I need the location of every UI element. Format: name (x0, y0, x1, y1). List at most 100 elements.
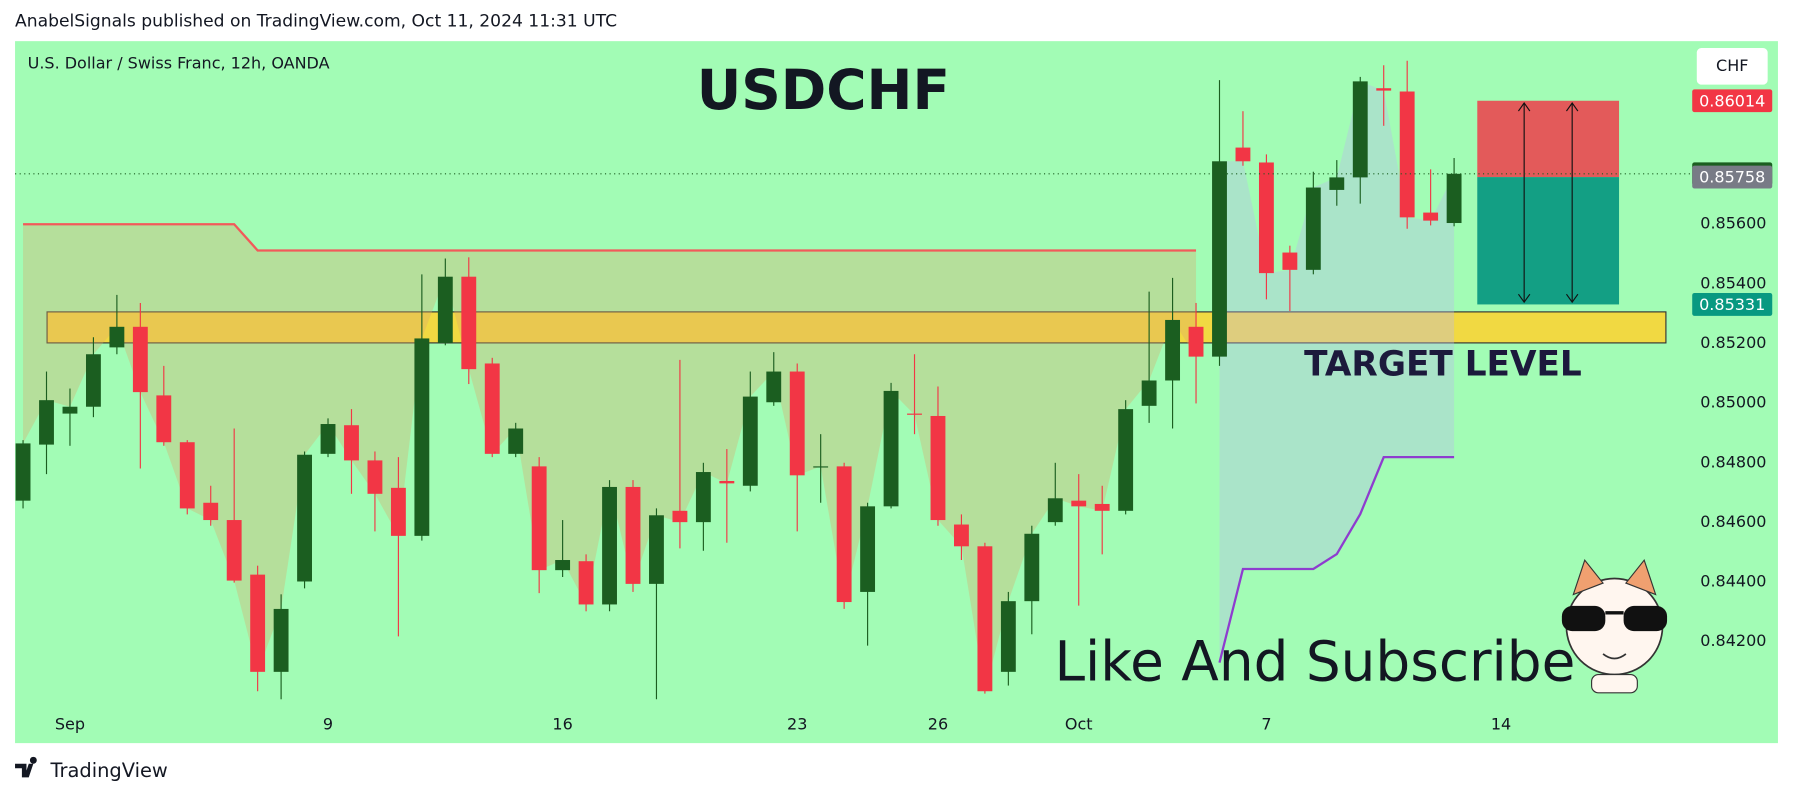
x-tick-label: 23 (787, 714, 807, 733)
resistance-line (23, 223, 1197, 252)
candle-body (954, 524, 969, 547)
candle-body (414, 338, 430, 536)
candle-body (461, 276, 477, 370)
candle-body (1446, 173, 1462, 224)
candle-body (672, 510, 688, 523)
price-label: 0.85331 (1699, 295, 1765, 314)
brand-logo (15, 756, 37, 778)
y-tick-label: 0.84800 (1700, 452, 1766, 471)
plot: Sep 9 16 23 26 Oct 7 14 0.85600 0.85400 0.85200 0.8… (15, 60, 1773, 733)
candle-body (203, 502, 219, 521)
candle-body (907, 413, 922, 415)
support-area (1219, 81, 1455, 663)
candle-body (1305, 187, 1321, 270)
candle-body (1352, 81, 1368, 178)
position-target (1477, 177, 1620, 305)
candle-body (344, 425, 359, 461)
x-tick-label: 26 (928, 714, 948, 733)
candle-body (1282, 252, 1298, 270)
y-tick-label: 0.84600 (1700, 512, 1766, 531)
candle-body (1000, 601, 1016, 672)
y-tick-label: 0.84400 (1700, 572, 1766, 591)
price-label-box (1692, 89, 1773, 113)
arrow-head (1517, 293, 1531, 304)
chart-title: USDCHF (697, 58, 950, 122)
candle-body (789, 371, 805, 476)
candle-body (531, 466, 547, 571)
candle-body (695, 472, 711, 523)
candle-body (602, 486, 617, 605)
candle-body (109, 326, 125, 348)
candle-body (1258, 162, 1274, 274)
candle-body (484, 363, 500, 454)
candle-body (977, 546, 993, 692)
candle-body (649, 515, 664, 584)
header: AnabelSignals published on TradingView.c… (15, 12, 617, 32)
annotation: TARGET LEVEL (1304, 344, 1582, 384)
candle-body (1024, 533, 1040, 602)
candle-body (930, 415, 946, 521)
y-tick-label: 0.85000 (1700, 393, 1766, 412)
candle-body (766, 371, 782, 403)
candle-body (132, 326, 148, 393)
arrow-head (1565, 293, 1579, 304)
x-tick-label: 14 (1491, 714, 1511, 733)
candle-body (250, 574, 266, 672)
price-label-box (1692, 165, 1773, 189)
candle-body (742, 396, 758, 486)
candle-body (1165, 319, 1181, 381)
position-stop (1477, 100, 1620, 178)
candle-body (39, 400, 54, 445)
candle-body (297, 454, 312, 582)
candle-body (226, 520, 242, 581)
candle-body (1118, 409, 1134, 511)
x-tick-label: Oct (1065, 714, 1093, 733)
price-label: 0.86014 (1699, 91, 1765, 110)
candle-body (320, 424, 336, 454)
resistance-area (23, 224, 1197, 692)
x-tick-label: 16 (552, 714, 572, 733)
candle-body (85, 354, 101, 407)
candle-body (625, 486, 641, 584)
candle-body (1376, 88, 1392, 91)
candle-body (367, 460, 383, 494)
cat-sticker (1561, 559, 1668, 694)
x-tick-label: 9 (323, 714, 333, 733)
support-zone (46, 311, 1667, 344)
candle-body (1212, 161, 1227, 357)
subtitle: U.S. Dollar / Swiss Franc, 12h, OANDA (28, 54, 330, 73)
currency-box[interactable] (1696, 48, 1768, 85)
candle-body (719, 480, 735, 484)
price-label-box (1692, 293, 1773, 316)
currency[interactable]: CHF (1716, 56, 1748, 75)
candle-body (1047, 498, 1063, 523)
x-tick-label: 7 (1261, 714, 1271, 733)
annotation: Like And Subscribe (1054, 630, 1575, 694)
x-tick-label: Sep (55, 714, 85, 733)
candle-body (15, 443, 31, 501)
candle-body (437, 276, 453, 343)
brand: TradingView (49, 759, 167, 782)
price-label: 0.85758 (1699, 168, 1765, 187)
y-tick-label: 0.84200 (1700, 631, 1766, 650)
candle-body (578, 561, 594, 605)
candle-body (390, 487, 406, 536)
candle-body (1235, 147, 1251, 162)
support-line (1218, 455, 1455, 663)
candle-body (508, 428, 524, 454)
candle-body (836, 466, 852, 603)
candle-body (555, 560, 571, 571)
candle-body (1071, 500, 1087, 507)
candle-body (1141, 380, 1157, 406)
candle-body (1423, 212, 1439, 221)
candle-body (813, 466, 829, 468)
arrow-head (1517, 102, 1531, 112)
y-tick-label: 0.85200 (1700, 333, 1766, 352)
candle-body (273, 608, 289, 672)
candle-body (883, 390, 899, 507)
candle-body (860, 506, 876, 592)
candle-body (1329, 177, 1345, 190)
y-tick-label: 0.85600 (1700, 214, 1766, 233)
candle-body (179, 442, 195, 509)
